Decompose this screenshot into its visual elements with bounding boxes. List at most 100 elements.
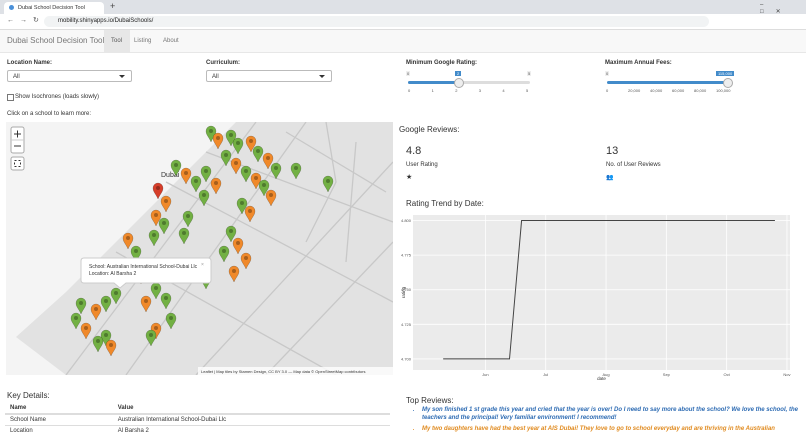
table-cell: Al Barsha 2 [112, 425, 390, 436]
school-marker-dot [216, 136, 220, 140]
tab-bar: Dubai School Decision Tool + –□✕ [0, 0, 806, 15]
popup-line: School: Australian International School-… [89, 264, 198, 270]
y-tick-label: 4.800 [401, 218, 412, 223]
slider-value: 2 [455, 71, 462, 76]
filter-label: Curriculum: [206, 60, 241, 66]
slider-tick: 0 [408, 88, 411, 93]
slider-handle[interactable] [723, 78, 733, 88]
school-marker [212, 132, 224, 150]
school-marker [140, 295, 152, 313]
url-box[interactable]: mobility.shinyapps.io/DubaiSchools/ [44, 16, 709, 27]
nav-tab[interactable]: Tool [111, 38, 123, 44]
rating-slider[interactable]: 0 2 5 0 1 2 3 4 5 [406, 68, 534, 96]
checkbox-label: Show Isochrones (loads slowly) [15, 94, 100, 100]
school-marker [200, 165, 212, 183]
slider-value: 115,000 [716, 71, 735, 76]
slider-max: 5 [527, 71, 532, 76]
school-marker-dot [74, 316, 78, 320]
table-cell: School Name [5, 413, 113, 426]
school-marker-dot [84, 326, 88, 330]
select[interactable]: All [7, 70, 132, 82]
school-marker [198, 189, 210, 207]
brand[interactable]: Dubai School Decision Tool [7, 36, 105, 45]
school-marker [290, 162, 302, 180]
school-marker-dot [222, 249, 226, 253]
school-marker [80, 322, 92, 340]
slider-track [408, 81, 530, 84]
count-value: 13 [606, 145, 619, 157]
school-markers [70, 125, 334, 357]
slider-min: 0 [605, 71, 610, 76]
rating-value: 4.8 [406, 145, 422, 157]
popup-close[interactable]: × [201, 262, 204, 268]
school-marker [110, 287, 122, 305]
school-marker-dot [184, 171, 188, 175]
school-marker-dot [229, 133, 233, 137]
school-marker [122, 232, 134, 250]
school-marker [218, 245, 230, 263]
chart-title: Rating Trend by Date: [406, 199, 484, 208]
school-marker-dot [232, 269, 236, 273]
school-marker [145, 329, 157, 347]
slider-tick: 4 [502, 88, 505, 93]
school-marker-dot [209, 129, 213, 133]
school-marker [70, 312, 82, 330]
school-marker [190, 175, 202, 193]
school-marker-dot [236, 141, 240, 145]
school-marker-dot [269, 193, 273, 197]
tab[interactable]: Dubai School Decision Tool [4, 2, 104, 14]
star-icon: ★ [406, 174, 413, 181]
slider-fill [408, 81, 458, 84]
slider-handle[interactable] [454, 78, 464, 88]
school-marker-dot [104, 333, 108, 337]
school-marker-dot [266, 156, 270, 160]
y-tick-label: 4.700 [401, 356, 412, 361]
select-value: All [212, 74, 219, 80]
school-marker-dot [164, 199, 168, 203]
school-marker [152, 182, 164, 200]
select[interactable]: All [206, 70, 332, 82]
nav-buttons[interactable]: ←→↻ [7, 17, 45, 24]
slider-tick: 20,000 [628, 88, 641, 93]
y-axis-label: rating [401, 286, 406, 298]
school-marker-dot [236, 241, 240, 245]
school-marker [178, 227, 190, 245]
trend-line [443, 220, 775, 360]
zoom-control[interactable] [10, 126, 25, 171]
school-marker-dot [109, 343, 113, 347]
new-tab[interactable]: + [110, 1, 116, 11]
school-marker [165, 312, 177, 330]
school-marker [322, 175, 334, 193]
section-title: Top Reviews: [406, 396, 454, 405]
window-controls[interactable]: –□✕ [760, 2, 793, 15]
school-marker-dot [156, 186, 160, 190]
review-list: My son finished 1 st grade this year and… [406, 404, 806, 437]
school-marker-dot [79, 301, 83, 305]
attribution: Leaflet | Map tiles by Stamen Design, CC… [201, 369, 365, 374]
checkbox[interactable] [7, 94, 14, 101]
review: My two daughters have had the best year … [422, 425, 806, 433]
users-icon: 👥 [606, 175, 614, 181]
table-header: Value [112, 403, 390, 415]
nav-tab[interactable]: Listing [134, 38, 152, 44]
school-marker-dot [234, 161, 238, 165]
school-marker [148, 229, 160, 247]
school-marker-dot [326, 179, 330, 183]
school-marker [160, 195, 172, 213]
y-tick-label: 4.750 [401, 287, 412, 292]
school-marker [100, 295, 112, 313]
school-marker-dot [244, 256, 248, 260]
navbar: Dubai School Decision Tool Tool Listing … [0, 30, 806, 53]
school-marker-dot [149, 333, 153, 337]
x-tick-label: Oct [724, 372, 731, 377]
nav-tab[interactable]: About [163, 38, 179, 44]
school-marker-dot [194, 179, 198, 183]
school-marker [105, 339, 117, 357]
fees-slider[interactable]: 0 115,000 0 20,000 40,000 60,000 80,000 100,0… [605, 68, 737, 96]
slider-tick: 1 [431, 88, 434, 93]
school-marker-dot [144, 299, 148, 303]
x-axis-label: date [597, 376, 606, 380]
map[interactable]: Dubai School: Australian International S… [6, 122, 393, 375]
school-marker-dot [274, 166, 278, 170]
